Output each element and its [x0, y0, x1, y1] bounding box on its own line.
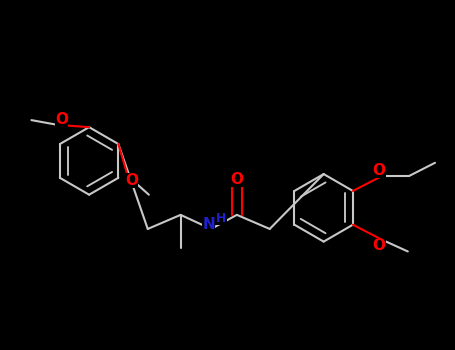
Text: O: O — [373, 238, 386, 253]
Text: O: O — [125, 173, 138, 188]
Text: H: H — [216, 212, 227, 225]
Text: O: O — [373, 163, 386, 178]
Text: O: O — [230, 172, 243, 187]
Text: O: O — [56, 112, 68, 127]
Text: N: N — [202, 217, 215, 232]
